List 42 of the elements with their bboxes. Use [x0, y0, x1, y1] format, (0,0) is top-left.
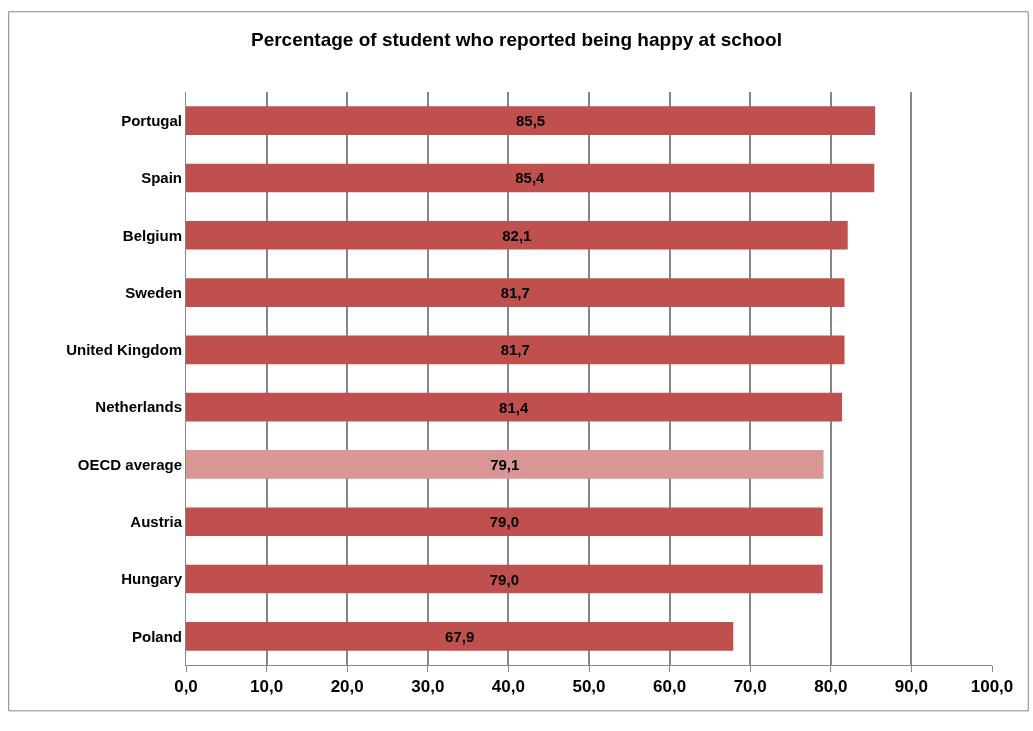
y-tick-label: Belgium [122, 226, 182, 244]
data-label: 79,1 [490, 455, 520, 473]
x-tick-label: 70,0 [733, 677, 767, 697]
data-label: 79,0 [489, 570, 519, 588]
chart-title: Percentage of student who reported being happy at school [250, 29, 783, 51]
x-tick-label: 50,0 [572, 677, 606, 697]
data-label: 67,9 [445, 627, 475, 645]
x-tick-label: 80,0 [814, 677, 848, 697]
y-tick-label: Spain [141, 169, 182, 187]
data-label: 79,0 [489, 513, 519, 531]
data-label: 81,7 [500, 284, 530, 302]
x-tick-label: 40,0 [491, 677, 525, 697]
data-label: 85,4 [515, 169, 546, 187]
data-label: 81,4 [499, 398, 529, 416]
y-tick-label: Sweden [125, 283, 182, 301]
x-tick-label: 90,0 [894, 677, 928, 697]
x-tick-label: 20,0 [330, 677, 364, 697]
bar [186, 106, 876, 135]
x-tick-label: 30,0 [411, 677, 445, 697]
y-tick-label: Poland [131, 627, 182, 645]
bar [186, 392, 843, 422]
x-tick-label: 60,0 [653, 677, 687, 697]
bar [186, 163, 875, 193]
bar [186, 278, 845, 307]
y-tick-label: Hungary [121, 570, 183, 588]
y-tick-label: Netherlands [95, 398, 182, 416]
bar [186, 450, 824, 479]
data-label: 82,1 [502, 226, 532, 244]
bar [186, 507, 823, 537]
x-tick-label: 100,0 [970, 677, 1014, 697]
bar [186, 622, 734, 651]
bar [186, 220, 848, 250]
y-tick-label: OECD average [77, 455, 182, 473]
x-tick-label: 10,0 [250, 677, 284, 697]
y-tick-label: United Kingdom [66, 341, 182, 359]
y-tick-label: Austria [130, 513, 183, 530]
data-label: 85,5 [515, 112, 546, 130]
y-tick-label: Portugal [121, 111, 182, 129]
x-tick-label: 0,0 [174, 677, 198, 697]
bar [186, 335, 845, 365]
data-label: 81,7 [500, 341, 530, 359]
bar [186, 564, 823, 594]
